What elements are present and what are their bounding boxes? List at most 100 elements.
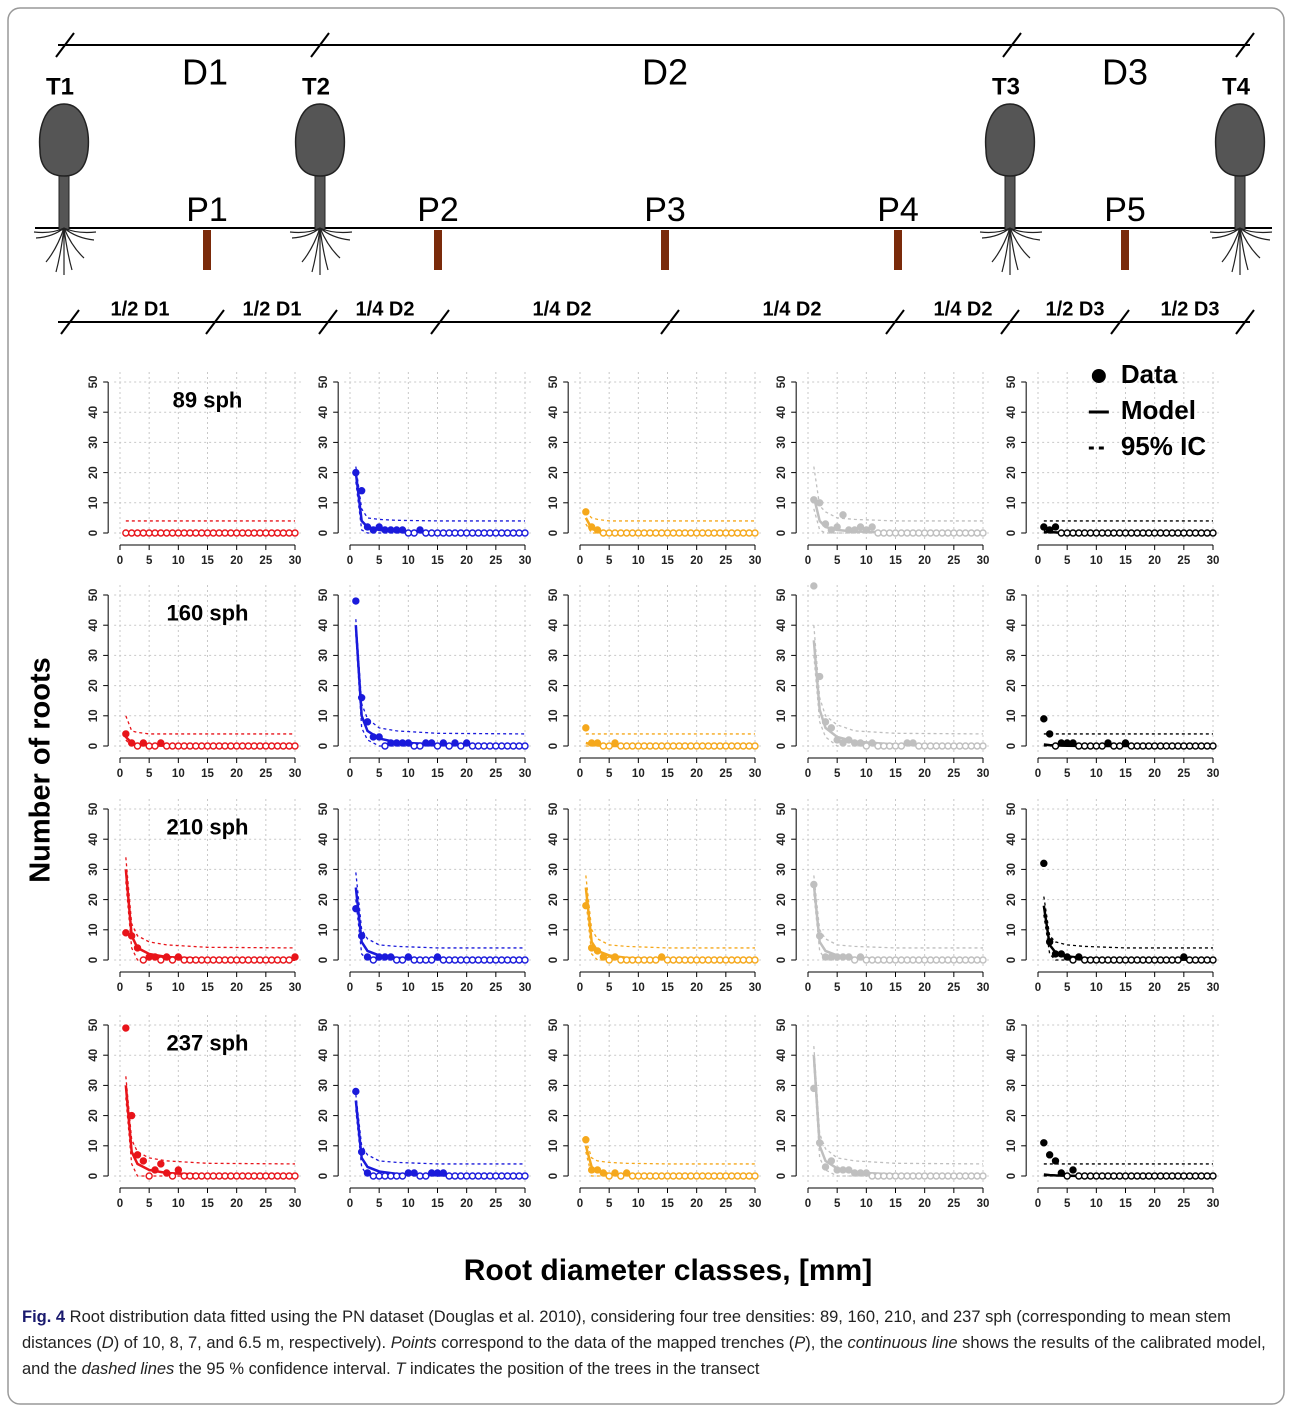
data-point bbox=[509, 1172, 518, 1180]
tree-root bbox=[1009, 227, 1041, 241]
data-point bbox=[839, 739, 847, 747]
data-point bbox=[375, 733, 383, 741]
y-tick-label: 0 bbox=[776, 1173, 788, 1179]
data-point bbox=[698, 529, 707, 537]
data-point bbox=[186, 529, 194, 537]
data-point bbox=[363, 1169, 372, 1177]
y-tick-label: 10 bbox=[548, 923, 560, 936]
data-point bbox=[950, 1172, 958, 1180]
x-tick-label: 15 bbox=[661, 555, 674, 567]
data-point bbox=[710, 956, 718, 964]
data-point bbox=[445, 956, 453, 964]
x-tick-label: 15 bbox=[1119, 555, 1132, 567]
tree-crown bbox=[1214, 103, 1266, 177]
data-point bbox=[727, 529, 736, 537]
x-tick-label: 5 bbox=[606, 768, 613, 780]
data-point bbox=[480, 956, 488, 964]
data-point bbox=[1180, 1172, 1188, 1180]
data-point bbox=[139, 529, 148, 537]
data-point bbox=[903, 956, 911, 964]
panel-title: 89 sph bbox=[173, 387, 243, 412]
y-tick-label: 50 bbox=[1006, 589, 1018, 602]
data-point bbox=[375, 953, 383, 961]
data-point bbox=[839, 1166, 847, 1174]
data-point bbox=[238, 529, 247, 537]
x-tick-label: 20 bbox=[1148, 555, 1161, 567]
data-point bbox=[1069, 1166, 1077, 1174]
x-tick-label: 25 bbox=[947, 768, 960, 780]
data-point bbox=[1185, 529, 1194, 537]
data-point bbox=[1197, 956, 1206, 964]
data-point bbox=[920, 1172, 929, 1180]
tree-root bbox=[1239, 227, 1249, 271]
y-tick-label: 40 bbox=[776, 833, 788, 846]
x-tick-label: 30 bbox=[289, 982, 302, 994]
data-point bbox=[698, 742, 707, 750]
y-tick-label: 40 bbox=[88, 833, 100, 846]
data-point bbox=[710, 529, 718, 537]
x-tick-label: 15 bbox=[1119, 982, 1132, 994]
x-tick-label: 30 bbox=[749, 982, 762, 994]
x-tick-label: 15 bbox=[431, 555, 444, 567]
tree-root bbox=[1239, 227, 1271, 241]
x-tick-label: 25 bbox=[259, 555, 272, 567]
y-tick-label: 30 bbox=[1006, 863, 1018, 876]
y-tick-label: 30 bbox=[88, 436, 100, 449]
x-tick-label: 20 bbox=[918, 768, 931, 780]
data-point bbox=[885, 529, 894, 537]
data-point bbox=[687, 742, 695, 750]
data-point bbox=[357, 932, 366, 940]
data-point bbox=[157, 739, 165, 747]
y-tick-label: 10 bbox=[318, 1139, 330, 1152]
slash bbox=[1110, 309, 1130, 335]
slash bbox=[1235, 32, 1255, 58]
y-tick-label: 20 bbox=[1006, 1109, 1018, 1122]
x-tick-label: 20 bbox=[690, 768, 703, 780]
data-point bbox=[897, 956, 906, 964]
tree-root bbox=[63, 227, 95, 241]
data-point bbox=[363, 718, 372, 726]
y-tick-label: 30 bbox=[318, 1079, 330, 1092]
x-tick-label: 30 bbox=[977, 555, 990, 567]
x-tick-label: 5 bbox=[1064, 982, 1071, 994]
data-point bbox=[611, 529, 619, 537]
data-point bbox=[197, 529, 206, 537]
data-point bbox=[145, 529, 153, 537]
data-point bbox=[133, 529, 142, 537]
ci-upper-line bbox=[1043, 896, 1213, 949]
data-point bbox=[1075, 742, 1083, 750]
data-point bbox=[509, 956, 518, 964]
y-tick-label: 50 bbox=[776, 376, 788, 389]
data-point bbox=[1191, 529, 1200, 537]
data-point bbox=[897, 529, 906, 537]
y-tick-label: 50 bbox=[776, 1019, 788, 1032]
data-point bbox=[640, 956, 648, 964]
data-point bbox=[279, 956, 288, 964]
ci-upper-line bbox=[585, 511, 755, 522]
data-point bbox=[157, 956, 165, 964]
x-tick-label: 5 bbox=[606, 555, 613, 567]
data-point bbox=[704, 1172, 713, 1180]
model-line bbox=[354, 887, 526, 961]
x-tick-label: 0 bbox=[347, 768, 353, 780]
x-tick-label: 10 bbox=[632, 1198, 645, 1210]
y-tick-label: 30 bbox=[548, 649, 560, 662]
x-tick-label: 25 bbox=[719, 555, 732, 567]
data-point bbox=[1162, 742, 1171, 750]
data-point bbox=[903, 1172, 911, 1180]
y-tick-label: 50 bbox=[88, 589, 100, 602]
data-point bbox=[492, 956, 500, 964]
y-tick-label: 0 bbox=[776, 530, 788, 536]
data-point bbox=[862, 956, 871, 964]
data-point bbox=[950, 742, 958, 750]
data-point bbox=[1145, 529, 1153, 537]
data-point bbox=[657, 529, 666, 537]
trench bbox=[434, 230, 442, 270]
data-point bbox=[1191, 742, 1200, 750]
model-line bbox=[812, 640, 984, 747]
y-tick-label: 0 bbox=[548, 530, 560, 536]
data-point bbox=[474, 1172, 483, 1180]
y-tick-label: 40 bbox=[1006, 1049, 1018, 1062]
y-tick-label: 20 bbox=[1006, 679, 1018, 692]
data-point bbox=[416, 742, 424, 750]
